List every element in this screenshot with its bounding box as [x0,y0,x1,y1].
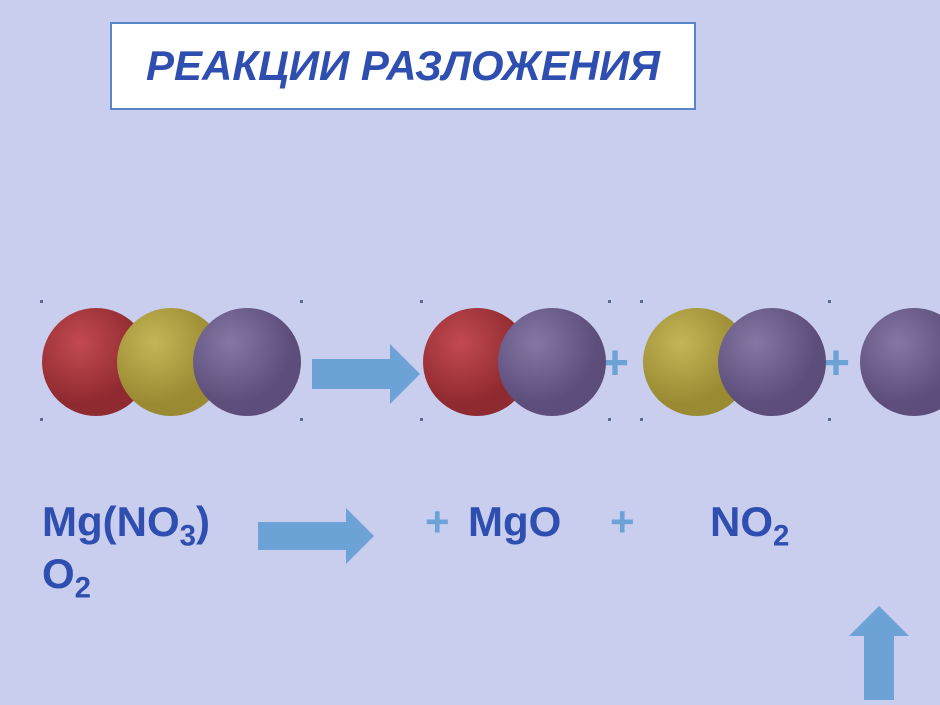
title-box: РЕАКЦИИ РАЗЛОЖЕНИЯ [110,22,696,110]
handle-dot [608,418,611,421]
f-mgno3: Mg(NO3) [42,498,210,553]
handle-dot [828,418,831,421]
plus2: + [822,336,850,391]
handle-dot [40,418,43,421]
handle-dot [640,300,643,303]
handle-dot [420,300,423,303]
f-o2: O2 [42,550,91,605]
handle-dot [828,300,831,303]
atom-p1b [498,308,606,416]
title-text: РЕАКЦИИ РАЗЛОЖЕНИЯ [146,42,660,89]
bottom-arrow [849,606,909,700]
f-plus1: + [610,498,635,546]
atom-p2b [718,308,826,416]
atom-r3 [193,308,301,416]
f-mgo: MgO [468,498,561,546]
handle-dot [300,418,303,421]
handle-dot [40,300,43,303]
formula-arrow [258,508,374,564]
handle-dot [420,418,423,421]
main-arrow [312,344,420,404]
handle-dot [300,300,303,303]
f-no2: NO2 [710,498,789,553]
handle-dot [608,300,611,303]
f-plus2: + [425,498,450,546]
handle-dot [640,418,643,421]
atom-p3 [860,308,940,416]
